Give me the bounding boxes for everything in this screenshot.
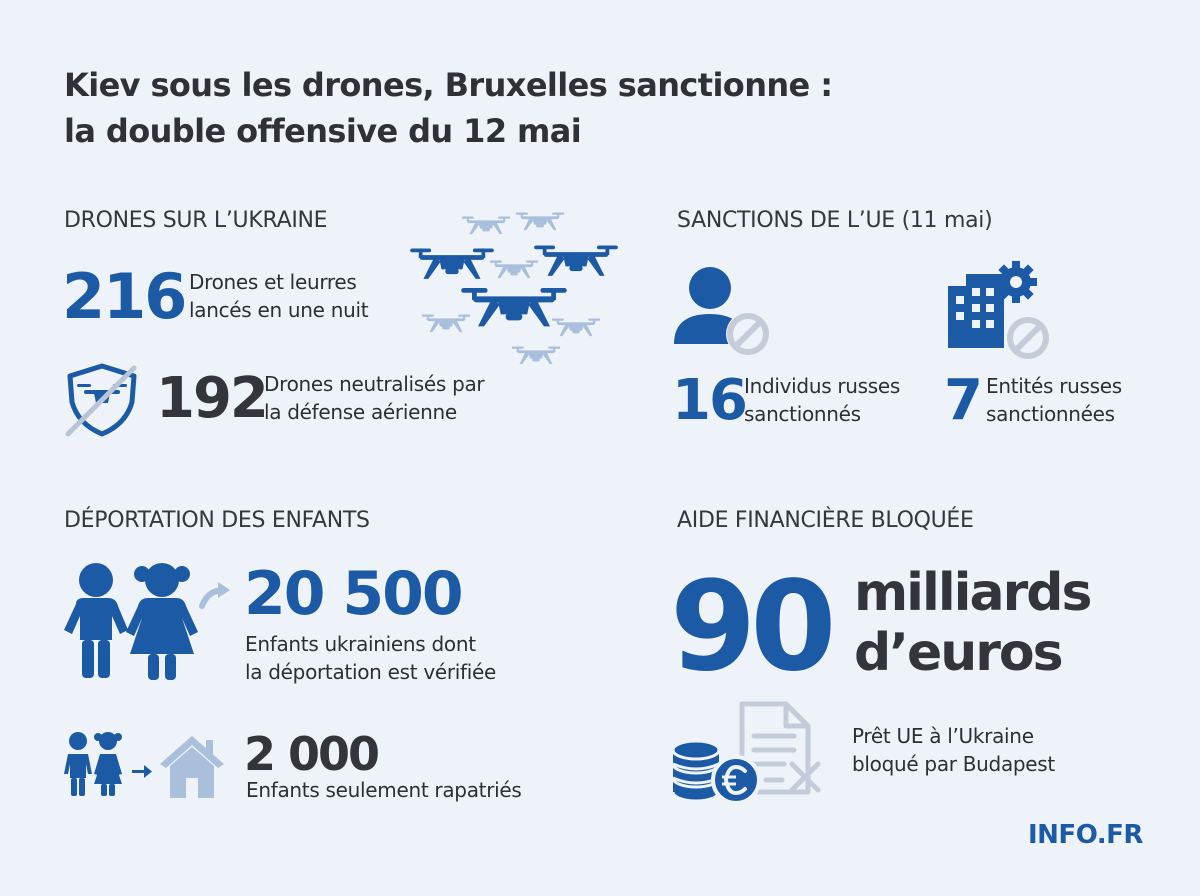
children-repatriated-value: 2 000 xyxy=(244,727,380,781)
drone-swarm-icon xyxy=(410,212,618,365)
sanctions-entities-label: Entités russes sanctionnées xyxy=(986,372,1122,428)
drones-neutralized-label-line-1: Drones neutralisés par xyxy=(264,372,485,396)
aid-amount-unit-line-2: d’euros xyxy=(854,623,1064,683)
aid-loan-label-line-2: bloqué par Budapest xyxy=(852,752,1055,776)
aid-amount-unit-line-1: milliards xyxy=(854,563,1092,623)
drones-launched-label-line-1: Drones et leurres xyxy=(189,270,357,294)
drones-launched-value: 216 xyxy=(62,260,187,333)
aid-loan-label: Prêt UE à l’Ukraine bloqué par Budapest xyxy=(852,722,1055,778)
page-title-line-2: la double offensive du 12 mai xyxy=(64,112,582,150)
children-section-heading: DÉPORTATION DES ENFANTS xyxy=(64,508,370,533)
sanctions-individuals-label-line-2: sanctionnés xyxy=(744,402,861,426)
drones-neutralized-label: Drones neutralisés par la défense aérien… xyxy=(264,370,485,426)
children-deported-label: Enfants ukrainiens dont la déportation e… xyxy=(245,630,496,686)
sanctions-individuals-label-line-1: Individus russes xyxy=(744,374,901,398)
children-deported-value: 20 500 xyxy=(244,559,464,629)
children-deported-label-line-1: Enfants ukrainiens dont xyxy=(245,632,476,656)
aid-amount-unit: milliards d’euros xyxy=(854,563,1092,683)
sanctions-section-heading: SANCTIONS DE L’UE (11 mai) xyxy=(677,208,993,233)
sanctions-entities-label-line-1: Entités russes xyxy=(986,374,1122,398)
person-banned-icon xyxy=(674,267,770,356)
page-title: Kiev sous les drones, Bruxelles sanction… xyxy=(64,62,964,154)
drones-section-heading: DRONES SUR L’UKRAINE xyxy=(64,208,328,233)
aid-amount-value: 90 xyxy=(670,555,837,699)
sanctions-entities-label-line-2: sanctionnées xyxy=(986,402,1115,426)
coins-euro-icon xyxy=(671,739,761,805)
sanctions-entities-value: 7 xyxy=(944,368,983,433)
sanctions-individuals-label: Individus russes sanctionnés xyxy=(744,372,900,428)
building-banned-icon xyxy=(948,261,1050,360)
drones-launched-label: Drones et leurres lancés en une nuit xyxy=(189,268,369,324)
children-deported-label-line-2: la déportation est vérifiée xyxy=(245,660,497,684)
children-repatriated-label: Enfants seulement rapatriés xyxy=(246,778,522,802)
shield-drone-icon xyxy=(65,363,137,437)
sanctions-individuals-value: 16 xyxy=(672,368,748,433)
drones-neutralized-value: 192 xyxy=(156,366,269,431)
aid-section-heading: AIDE FINANCIÈRE BLOQUÉE xyxy=(677,508,974,533)
drones-neutralized-label-line-2: la défense aérienne xyxy=(264,400,457,424)
page-title-line-1: Kiev sous les drones, Bruxelles sanction… xyxy=(64,66,833,104)
aid-loan-label-line-1: Prêt UE à l’Ukraine xyxy=(852,724,1034,748)
brand-logo[interactable]: INFO.FR xyxy=(1028,820,1143,850)
children-home-icon xyxy=(64,732,224,798)
children-arrow-icon xyxy=(64,563,230,680)
drones-launched-label-line-2: lancés en une nuit xyxy=(189,298,369,322)
